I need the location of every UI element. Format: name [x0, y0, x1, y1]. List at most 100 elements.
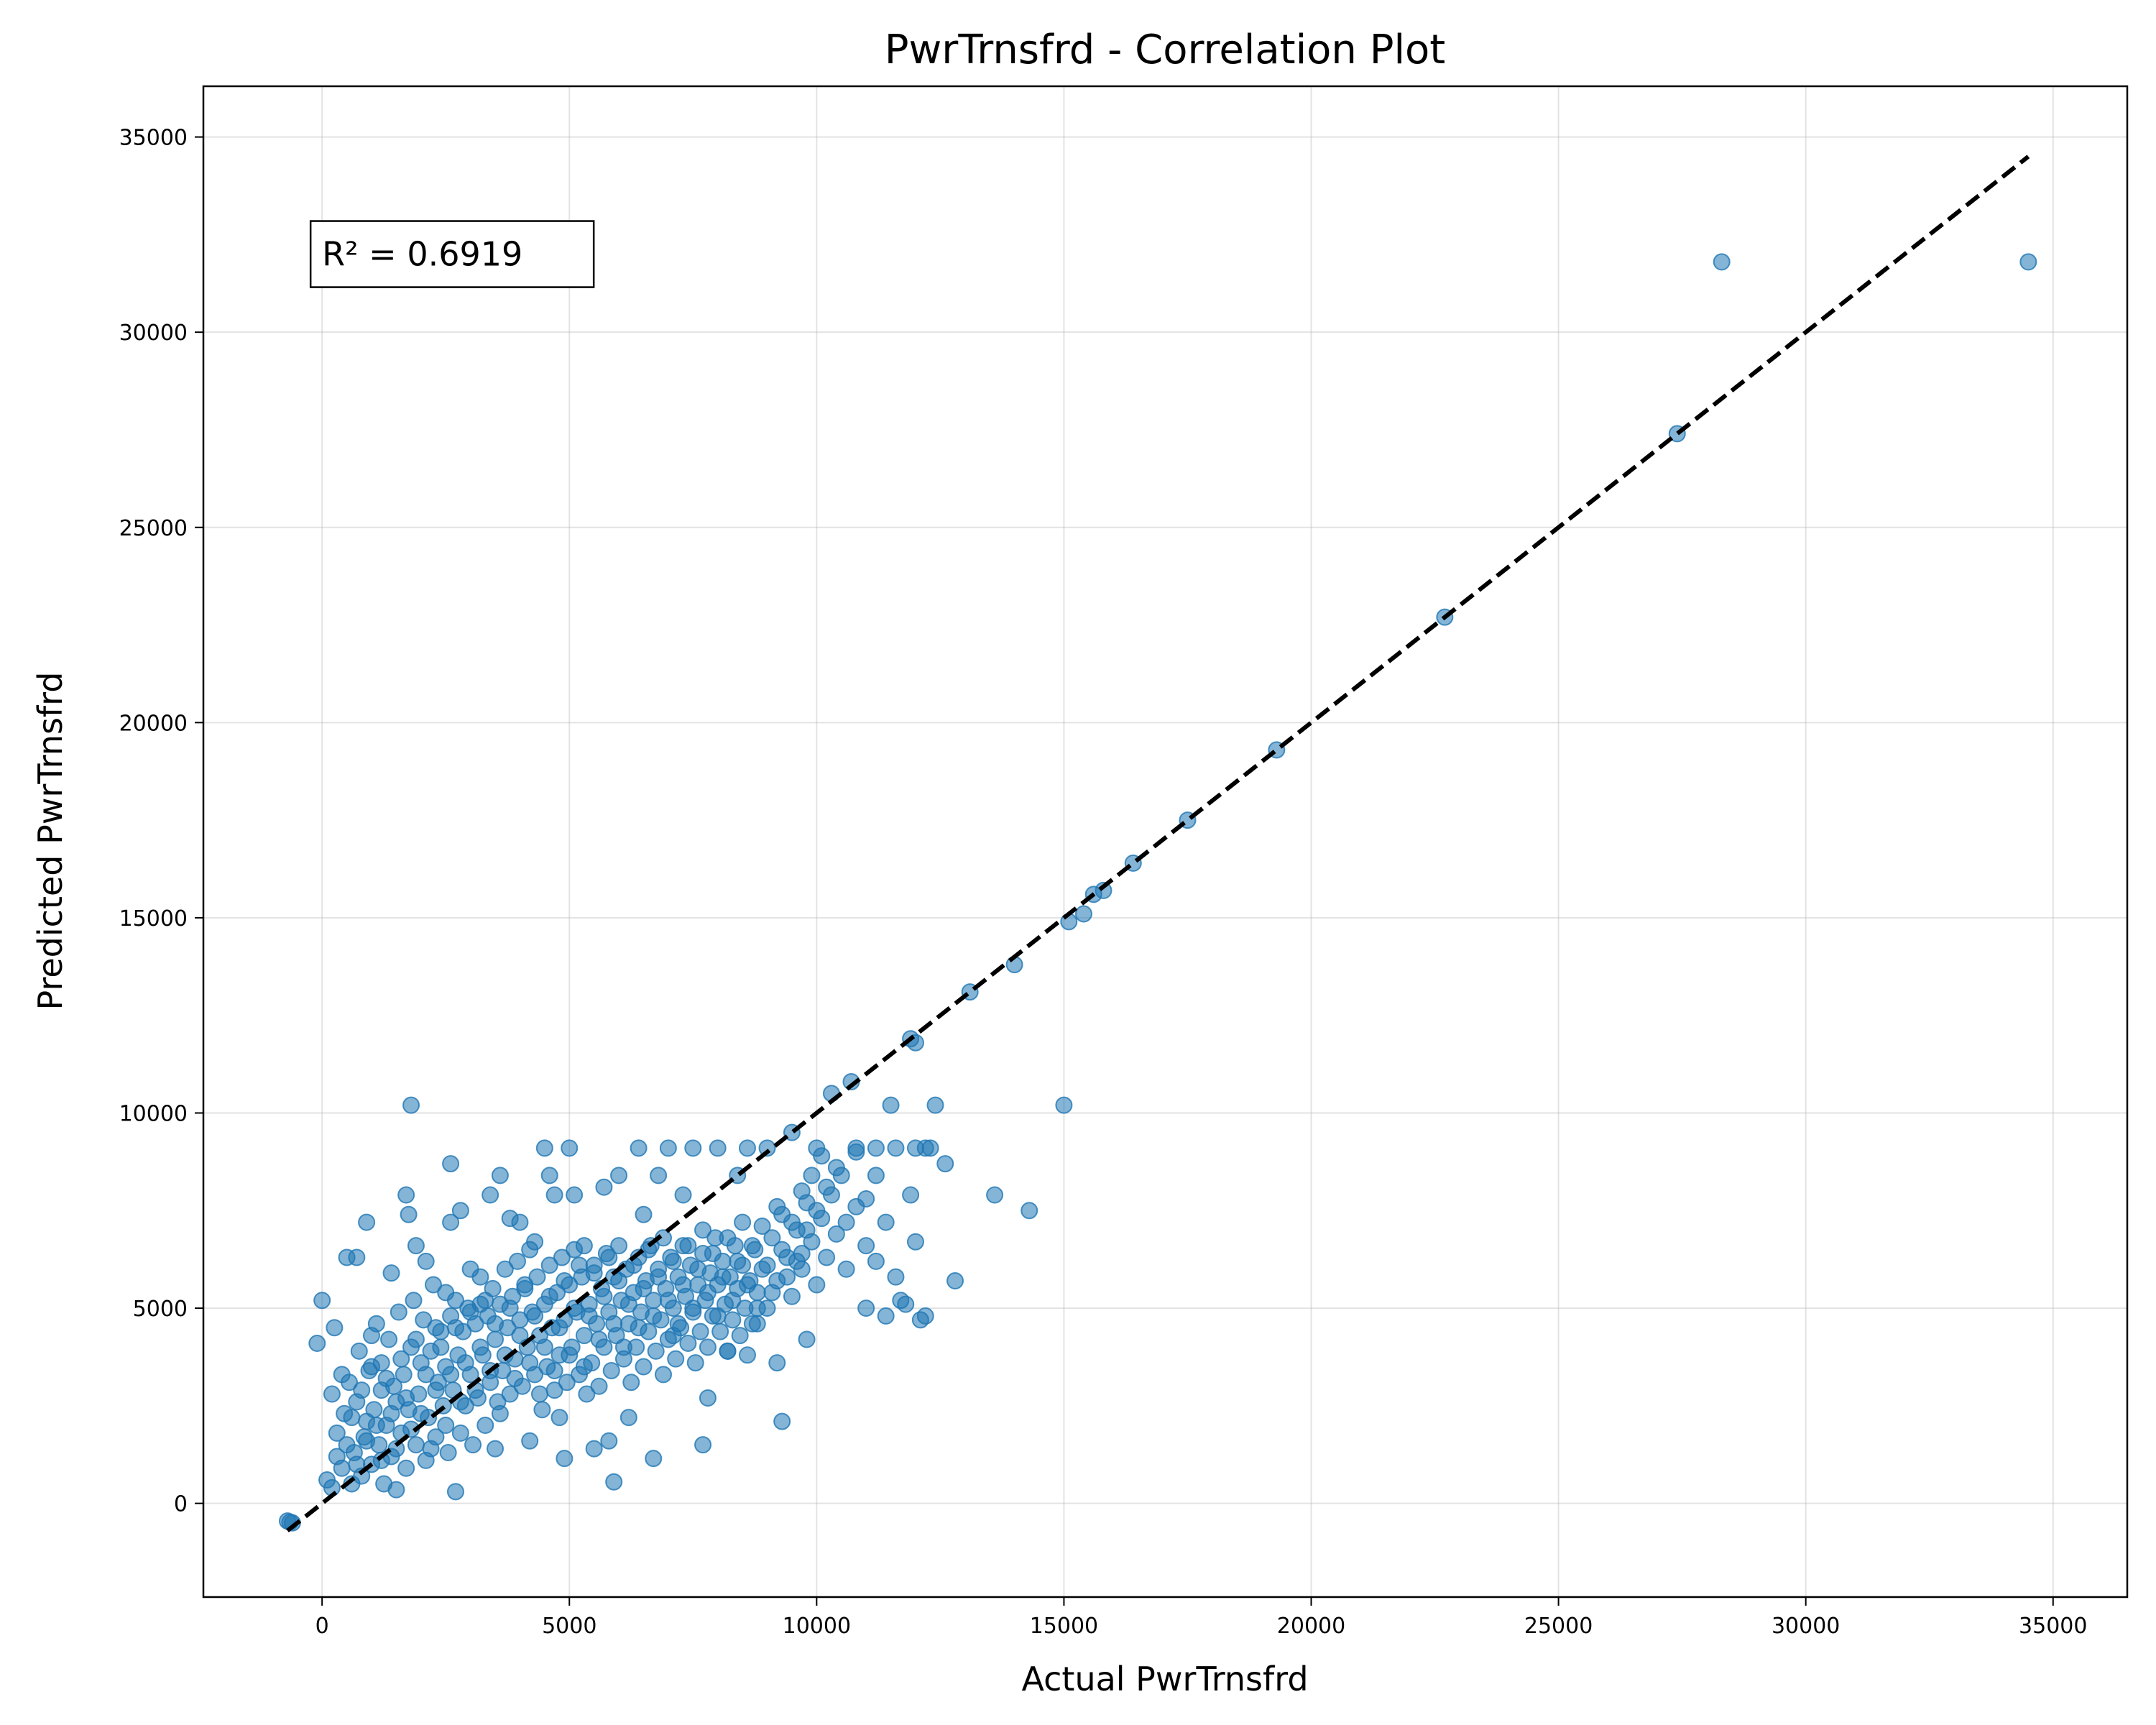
data-point: [867, 1252, 885, 1270]
data-point: [689, 1260, 707, 1278]
data-point: [674, 1276, 692, 1294]
data-point: [446, 1292, 464, 1310]
x-tick-label-5: 25000: [1524, 1614, 1593, 1639]
data-point: [407, 1330, 425, 1348]
data-point: [407, 1237, 425, 1255]
y-axis-label: Predicted PwrTrnsfrd: [31, 672, 70, 1011]
data-point: [600, 1248, 618, 1266]
data-point: [773, 1412, 791, 1430]
data-point: [758, 1256, 776, 1274]
y-tick-label-1: 5000: [133, 1297, 188, 1322]
data-point: [773, 1241, 791, 1259]
data-point: [986, 1186, 1004, 1204]
data-point: [566, 1241, 584, 1259]
data-point: [734, 1213, 752, 1231]
data-point: [487, 1315, 505, 1333]
y-tick-label-0: 0: [174, 1492, 188, 1517]
data-point: [496, 1260, 514, 1278]
x-tick-label-1: 5000: [542, 1614, 596, 1639]
data-point: [375, 1475, 393, 1493]
data-point: [699, 1284, 717, 1302]
data-point: [540, 1256, 558, 1274]
data-point: [719, 1342, 737, 1360]
data-point: [659, 1330, 677, 1348]
data-point: [768, 1197, 786, 1215]
data-point: [729, 1252, 747, 1270]
data-point: [521, 1432, 539, 1450]
data-point: [667, 1350, 685, 1368]
data-point: [397, 1459, 415, 1477]
data-point: [748, 1300, 766, 1317]
data-point: [595, 1178, 613, 1196]
plot-frame: [202, 85, 2129, 1598]
data-point: [743, 1237, 761, 1255]
data-point: [390, 1303, 407, 1321]
data-point: [684, 1139, 702, 1157]
data-point: [711, 1322, 729, 1340]
data-point: [476, 1417, 494, 1435]
data-point: [857, 1237, 875, 1255]
data-point: [630, 1139, 648, 1157]
x-tick-label-6: 30000: [1772, 1614, 1840, 1639]
grid-lines: [203, 86, 2127, 1597]
data-point: [353, 1381, 371, 1399]
data-point: [709, 1139, 727, 1157]
data-point: [415, 1311, 433, 1329]
data-point: [451, 1424, 469, 1442]
data-point: [614, 1338, 632, 1356]
data-point: [556, 1450, 573, 1468]
data-point: [476, 1292, 494, 1310]
data-point: [338, 1436, 356, 1454]
data-point: [691, 1322, 709, 1340]
x-tick-label-4: 20000: [1277, 1614, 1345, 1639]
data-point: [397, 1389, 415, 1407]
data-point: [837, 1260, 855, 1278]
data-point: [501, 1385, 519, 1403]
data-point: [425, 1276, 443, 1294]
annotation-box: [309, 220, 595, 288]
data-point: [622, 1374, 640, 1392]
data-point: [645, 1450, 663, 1468]
data-point: [659, 1139, 677, 1157]
data-point: [610, 1237, 628, 1255]
data-point: [610, 1272, 628, 1290]
data-point: [758, 1139, 776, 1157]
data-point: [926, 1096, 944, 1114]
data-point: [535, 1338, 553, 1356]
data-point: [545, 1186, 563, 1204]
data-point: [323, 1385, 341, 1403]
data-point: [946, 1272, 964, 1290]
data-point: [818, 1248, 836, 1266]
x-tick-label-7: 35000: [2019, 1614, 2087, 1639]
data-point: [902, 1186, 920, 1204]
reference-line-group: [286, 155, 2030, 1533]
data-point: [590, 1330, 608, 1348]
data-point: [405, 1292, 423, 1310]
data-point: [808, 1276, 826, 1294]
data-point: [442, 1366, 460, 1384]
data-point: [343, 1409, 361, 1427]
chart-title: PwrTrnsfrd - Correlation Plot: [885, 27, 1446, 73]
data-point: [341, 1374, 359, 1392]
data-point: [897, 1295, 915, 1313]
data-point: [635, 1279, 653, 1297]
data-point: [590, 1377, 608, 1395]
data-point: [882, 1096, 900, 1114]
data-point: [535, 1139, 553, 1157]
data-point: [580, 1307, 598, 1325]
data-point: [788, 1252, 806, 1270]
data-point: [793, 1182, 811, 1200]
data-point: [313, 1292, 331, 1310]
data-point: [328, 1424, 346, 1442]
data-point: [619, 1409, 637, 1427]
data-point: [768, 1354, 786, 1372]
data-point: [916, 1307, 934, 1325]
data-point: [558, 1374, 576, 1392]
data-point: [724, 1311, 742, 1329]
data-point: [407, 1436, 425, 1454]
data-point: [694, 1221, 712, 1239]
data-point: [585, 1440, 603, 1458]
data-point: [422, 1440, 440, 1458]
data-point: [451, 1202, 469, 1220]
